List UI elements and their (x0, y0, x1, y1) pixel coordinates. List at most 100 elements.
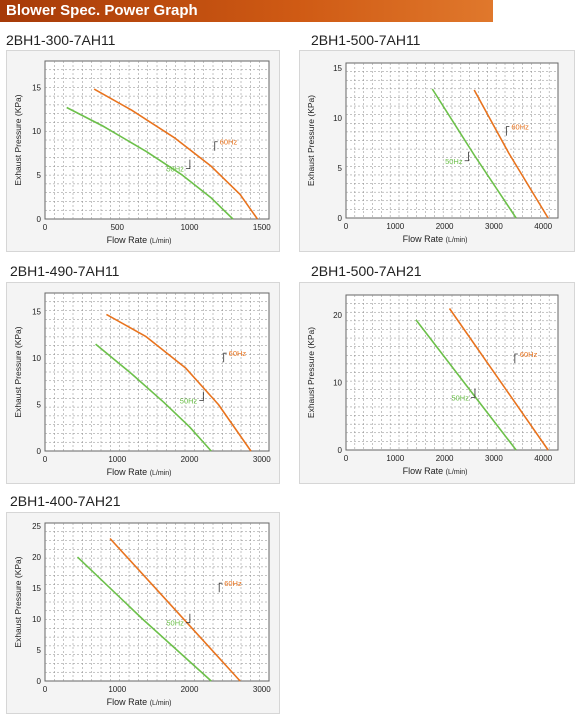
x-tick-label: 3000 (485, 222, 503, 231)
series-line-50hz (95, 343, 212, 452)
y-tick-label: 20 (333, 311, 342, 320)
x-axis-unit: (L/min) (150, 470, 172, 477)
series-line-50hz (66, 106, 234, 220)
label-leader (223, 352, 227, 363)
chart-title: 2BH1-500-7AH21 (311, 263, 422, 279)
x-tick-label: 0 (344, 454, 349, 463)
x-tick-label: 1000 (108, 455, 126, 464)
x-tick-label: 3000 (253, 455, 271, 464)
x-tick-label: 2000 (436, 222, 454, 231)
series-line-60hz (106, 313, 252, 452)
x-tick-label: 2000 (436, 454, 454, 463)
y-tick-label: 5 (37, 171, 42, 180)
y-tick-label: 5 (37, 646, 42, 655)
chart-svg: 0 1000 2000 3000 0 5 10 15 Flow Rate (L/min) Exha… (13, 292, 271, 477)
chart-title: 2BH1-500-7AH11 (311, 32, 421, 48)
label-leader (218, 582, 223, 593)
x-tick-label: 500 (111, 223, 125, 232)
y-axis-label: Exhaust Pressure (KPa) (13, 94, 23, 185)
y-tick-label: 10 (32, 354, 41, 363)
series-line-50hz (415, 319, 517, 451)
series-line-50hz (76, 556, 212, 682)
y-axis-label: Exhaust Pressure (KPa) (306, 327, 316, 418)
y-tick-label: 10 (333, 114, 342, 123)
y-tick-label: 15 (32, 83, 41, 92)
y-axis-unit: (KPa) (13, 326, 23, 348)
x-tick-label: 1000 (386, 222, 404, 231)
series-label-60hz: 60Hz (520, 350, 538, 359)
y-axis-label: Exhaust Pressure (KPa) (306, 95, 316, 186)
x-tick-label: 0 (43, 455, 48, 464)
x-tick-label: 3000 (253, 685, 271, 694)
x-axis-label: Flow Rate (L/min) (107, 697, 172, 707)
y-tick-label: 0 (338, 214, 343, 223)
y-axis-unit: (KPa) (306, 327, 316, 349)
x-axis-unit: (L/min) (150, 700, 172, 707)
y-axis-unit: (KPa) (306, 95, 316, 117)
chart-title: 2BH1-490-7AH11 (10, 263, 120, 279)
y-tick-label: 25 (32, 522, 41, 531)
label-leader (185, 159, 191, 169)
x-tick-label: 4000 (534, 454, 552, 463)
y-axis-unit: (KPa) (13, 556, 23, 578)
series-line-60hz (473, 89, 549, 219)
y-tick-label: 0 (37, 447, 42, 456)
y-axis-label: Exhaust Pressure (KPa) (13, 326, 23, 417)
series-label-50hz: 50Hz (166, 165, 184, 174)
label-leader (214, 141, 218, 151)
series-label-60hz: 60Hz (229, 349, 247, 358)
x-tick-label: 0 (344, 222, 349, 231)
y-tick-label: 20 (32, 553, 41, 562)
label-leader (470, 388, 476, 398)
series-label-60hz: 60Hz (224, 579, 242, 588)
label-leader (199, 391, 204, 401)
x-tick-label: 2000 (181, 685, 199, 694)
series-line-60hz (93, 88, 259, 220)
x-tick-label: 1000 (386, 454, 404, 463)
y-tick-label: 0 (37, 677, 42, 686)
x-axis-label: Flow Rate (L/min) (403, 466, 468, 476)
series-line-60hz (109, 537, 241, 682)
series-label-50hz: 50Hz (166, 619, 184, 628)
y-axis-label: Exhaust Pressure (KPa) (13, 556, 23, 647)
y-tick-label: 5 (37, 401, 42, 410)
label-leader (505, 126, 510, 136)
x-tick-label: 3000 (485, 454, 503, 463)
label-leader (514, 353, 518, 363)
x-tick-label: 1000 (181, 223, 199, 232)
plot-area: 0 1000 2000 3000 4000 0 5 10 15 Flow Rate (L/min)… (299, 50, 575, 252)
x-tick-label: 4000 (534, 222, 552, 231)
series-label-60hz: 60Hz (511, 123, 529, 132)
y-tick-label: 10 (333, 379, 342, 388)
page-title: Blower Spec. Power Graph (6, 2, 198, 19)
x-axis-unit: (L/min) (446, 237, 468, 244)
y-tick-label: 5 (338, 164, 343, 173)
y-tick-label: 15 (333, 64, 342, 73)
plot-area: 0 500 1000 1500 0 5 10 15 Flow Rate (L/min) Exhau… (6, 50, 280, 252)
y-tick-label: 10 (32, 615, 41, 624)
x-axis-label: Flow Rate (L/min) (107, 235, 172, 245)
chart-svg: 0 500 1000 1500 0 5 10 15 Flow Rate (L/min) Exhau… (13, 60, 271, 245)
x-tick-label: 0 (43, 685, 48, 694)
x-axis-unit: (L/min) (150, 238, 172, 245)
x-tick-label: 0 (43, 223, 48, 232)
section-header: Blower Spec. Power Graph (0, 0, 493, 22)
series-label-60hz: 60Hz (220, 138, 238, 147)
series-label-50hz: 50Hz (445, 157, 463, 166)
label-leader (464, 151, 469, 162)
x-axis-unit: (L/min) (446, 469, 468, 476)
x-axis-label: Flow Rate (L/min) (107, 467, 172, 477)
series-label-50hz: 50Hz (451, 393, 469, 402)
y-tick-label: 0 (338, 446, 343, 455)
plot-area: 0 1000 2000 3000 0 5 10 15 Flow Rate (L/min) Exha… (6, 282, 280, 484)
y-axis-unit: (KPa) (13, 94, 23, 116)
chart-svg: 0 1000 2000 3000 4000 0 10 20 Flow Rate (L/min) E… (306, 294, 559, 476)
y-tick-label: 0 (37, 215, 42, 224)
x-tick-label: 1000 (108, 685, 126, 694)
x-tick-label: 1500 (253, 223, 271, 232)
y-tick-label: 10 (32, 127, 41, 136)
y-tick-label: 15 (32, 308, 41, 317)
chart-svg: 0 1000 2000 3000 0 5 10 15 20 25 Flow Rate (L/min)… (13, 522, 271, 707)
plot-area: 0 1000 2000 3000 0 5 10 15 20 25 Flow Rate (L/min)… (6, 512, 280, 714)
x-tick-label: 2000 (181, 455, 199, 464)
